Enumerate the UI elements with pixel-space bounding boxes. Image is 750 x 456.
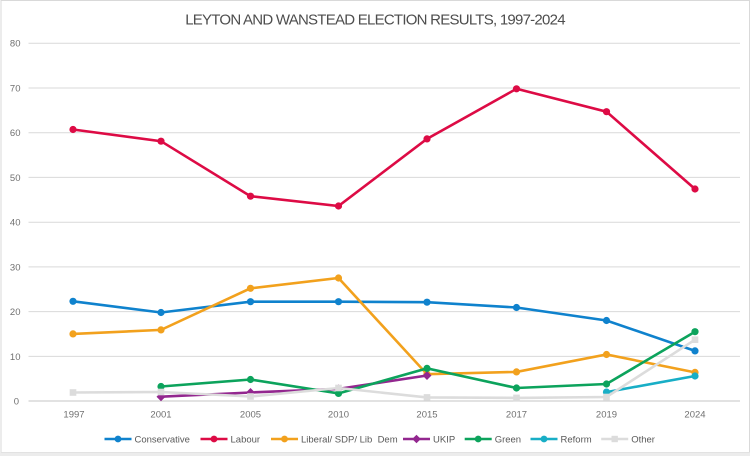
- svg-text:Liberal/ SDP/ Lib Dem: Liberal/ SDP/ Lib Dem: [301, 434, 398, 445]
- svg-text:UKIP: UKIP: [433, 434, 455, 445]
- svg-text:2019: 2019: [596, 410, 617, 421]
- svg-text:30: 30: [10, 262, 21, 273]
- svg-text:Reform: Reform: [561, 434, 592, 445]
- svg-text:2024: 2024: [684, 410, 705, 421]
- svg-text:20: 20: [10, 307, 21, 318]
- svg-text:Conservative: Conservative: [135, 434, 190, 445]
- svg-text:2015: 2015: [416, 410, 437, 421]
- svg-text:60: 60: [10, 128, 21, 139]
- svg-text:0: 0: [14, 396, 19, 407]
- svg-text:50: 50: [10, 173, 21, 184]
- svg-text:Labour: Labour: [231, 434, 261, 445]
- svg-text:40: 40: [10, 218, 21, 229]
- svg-text:2017: 2017: [506, 410, 527, 421]
- svg-text:2001: 2001: [150, 410, 171, 421]
- svg-text:2010: 2010: [328, 410, 349, 421]
- svg-text:70: 70: [10, 83, 21, 94]
- svg-text:10: 10: [10, 352, 21, 363]
- svg-text:2005: 2005: [240, 410, 261, 421]
- svg-text:Other: Other: [631, 434, 655, 445]
- svg-text:Green: Green: [495, 434, 521, 445]
- svg-text:80: 80: [10, 39, 21, 50]
- svg-text:LEYTON AND WANSTEAD ELECTION R: LEYTON AND WANSTEAD ELECTION RESULTS, 19…: [185, 11, 565, 28]
- svg-text:1997: 1997: [63, 410, 84, 421]
